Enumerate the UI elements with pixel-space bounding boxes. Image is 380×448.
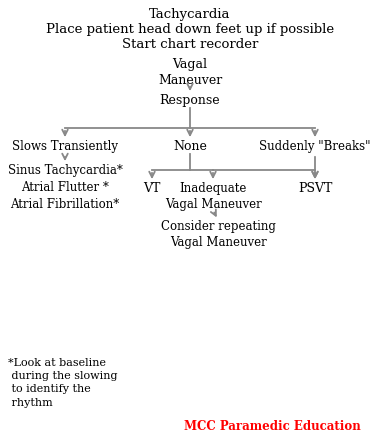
Text: Inadequate
Vagal Maneuver: Inadequate Vagal Maneuver bbox=[165, 182, 261, 211]
Text: PSVT: PSVT bbox=[298, 182, 332, 195]
Text: Consider repeating
Vagal Maneuver: Consider repeating Vagal Maneuver bbox=[161, 220, 276, 249]
Text: Suddenly "Breaks": Suddenly "Breaks" bbox=[259, 140, 371, 153]
Text: Start chart recorder: Start chart recorder bbox=[122, 38, 258, 51]
Text: None: None bbox=[173, 140, 207, 153]
Text: *Look at baseline
 during the slowing
 to identify the
 rhythm: *Look at baseline during the slowing to … bbox=[8, 358, 117, 408]
Text: VT: VT bbox=[143, 182, 161, 195]
Text: MCC Paramedic Education: MCC Paramedic Education bbox=[184, 420, 360, 433]
Text: Vagal
Maneuver: Vagal Maneuver bbox=[158, 58, 222, 87]
Text: Response: Response bbox=[160, 94, 220, 107]
Text: Sinus Tachycardia*
Atrial Flutter *
Atrial Fibrillation*: Sinus Tachycardia* Atrial Flutter * Atri… bbox=[8, 164, 122, 211]
Text: Tachycardia: Tachycardia bbox=[149, 8, 231, 21]
Text: Slows Transiently: Slows Transiently bbox=[12, 140, 118, 153]
Text: Place patient head down feet up if possible: Place patient head down feet up if possi… bbox=[46, 23, 334, 36]
